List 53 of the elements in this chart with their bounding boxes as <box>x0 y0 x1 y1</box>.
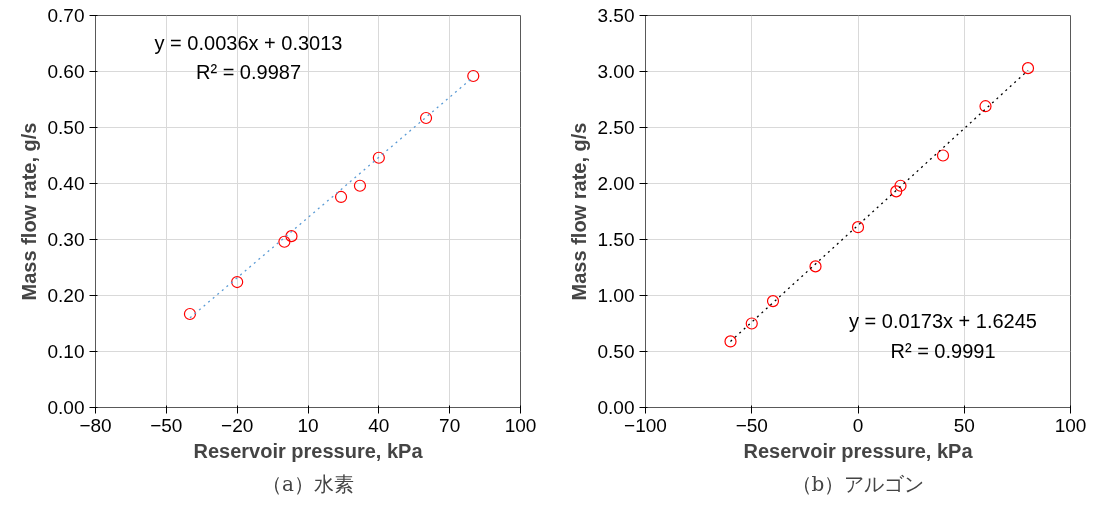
y-tick-label: 0.70 <box>47 5 85 26</box>
x-tick-label: 0 <box>852 414 864 436</box>
point <box>745 317 758 330</box>
y-axis-title: Mass flow rate, g/s <box>567 122 590 301</box>
y-tick-label: 2.50 <box>597 117 635 138</box>
point <box>353 179 367 192</box>
x-tick-label: −50 <box>150 414 183 436</box>
point <box>1021 62 1035 75</box>
y-tick-label: 1.50 <box>597 229 635 250</box>
point <box>419 111 433 125</box>
y-tick-label: 0.30 <box>47 229 85 250</box>
x-tick-label: 100 <box>504 414 537 436</box>
point <box>979 100 992 113</box>
point <box>278 235 291 248</box>
point <box>334 190 348 204</box>
point <box>231 275 244 289</box>
x-tick-label: −50 <box>735 414 768 436</box>
annotation: R² = 0.9987 <box>195 61 302 84</box>
point <box>809 260 822 273</box>
x-tick-label: 50 <box>953 414 975 436</box>
point <box>285 230 298 243</box>
x-axis-title: Reservoir pressure, kPa <box>743 439 974 462</box>
x-tick-label: 70 <box>439 414 461 436</box>
x-axis-title: Reservoir pressure, kPa <box>193 439 424 462</box>
y-tick-label: 1.00 <box>597 285 635 306</box>
annotation: y = 0.0173x + 1.6245 <box>849 310 1037 333</box>
y-tick-label: 2.00 <box>597 173 635 194</box>
annotation: y = 0.0036x + 0.3013 <box>154 31 343 54</box>
text: （a）水素 <box>262 471 354 496</box>
y-tick-label: 0.10 <box>47 341 85 362</box>
y-tick-label: 0.20 <box>47 285 85 306</box>
x-tick-label: −20 <box>221 414 254 436</box>
point <box>467 69 480 83</box>
point <box>890 185 903 198</box>
y-tick-label: 0.40 <box>47 173 85 194</box>
y-tick-label: 0.50 <box>47 117 85 138</box>
point <box>766 295 780 308</box>
text: （b）アルゴン <box>791 471 925 496</box>
x-tick-label: 100 <box>1054 414 1087 436</box>
point <box>936 149 950 162</box>
y-tick-label: 0.60 <box>47 61 85 82</box>
x-tick-label: 40 <box>368 414 390 436</box>
y-axis-title: Mass flow rate, g/s <box>17 122 40 301</box>
x-tick-label: 10 <box>297 414 319 436</box>
y-tick-label: 3.50 <box>597 5 635 26</box>
point <box>183 307 197 321</box>
annotation: R² = 0.9991 <box>890 339 996 362</box>
point <box>724 335 737 348</box>
point <box>851 221 865 234</box>
y-tick-label: 0.50 <box>597 341 635 362</box>
y-tick-label: 3.00 <box>597 61 635 82</box>
point <box>372 151 385 164</box>
point <box>894 179 907 192</box>
